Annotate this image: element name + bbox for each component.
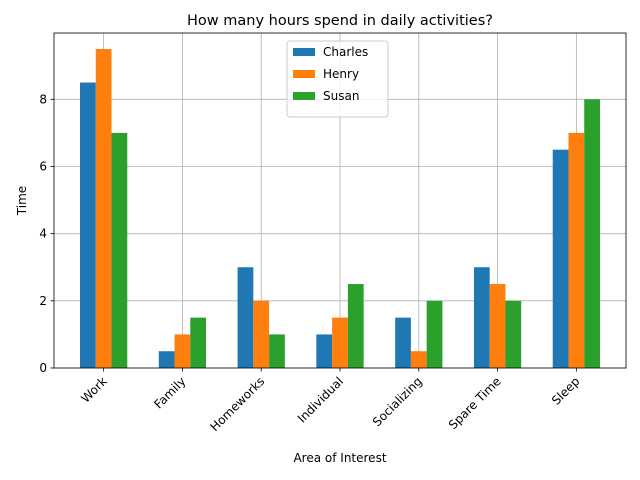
bar-susan-family bbox=[190, 317, 207, 368]
bar-susan-homeworks bbox=[269, 334, 285, 368]
y-tick-label: 6 bbox=[39, 159, 47, 173]
bar-charles-homeworks bbox=[237, 267, 254, 368]
bar-charles-socializing bbox=[395, 317, 411, 368]
x-tick-label: Sleep bbox=[549, 374, 582, 407]
bar-henry-sleep bbox=[568, 132, 585, 368]
legend-label-charles: Charles bbox=[323, 45, 368, 59]
bar-henry-individual bbox=[332, 317, 348, 368]
bar-henry-homeworks bbox=[253, 300, 270, 368]
bar-charles-family bbox=[158, 351, 175, 368]
bars bbox=[80, 48, 600, 369]
bar-henry-family bbox=[174, 334, 191, 368]
bar-susan-work bbox=[111, 132, 128, 368]
y-tick-label: 2 bbox=[39, 294, 47, 308]
x-tick-label: Spare Time bbox=[446, 374, 504, 432]
legend-label-susan: Susan bbox=[323, 89, 359, 103]
bar-charles-spare-time bbox=[473, 267, 490, 368]
bar-susan-socializing bbox=[426, 300, 443, 368]
x-tick-label: Work bbox=[78, 374, 109, 405]
legend-swatch-henry bbox=[293, 70, 315, 78]
chart-title: How many hours spend in daily activities… bbox=[187, 13, 493, 29]
legend: Charles Henry Susan bbox=[286, 40, 389, 118]
bar-charles-individual bbox=[316, 334, 333, 368]
legend-swatch-susan bbox=[293, 92, 315, 100]
bar-susan-sleep bbox=[584, 99, 600, 369]
bar-charles-work bbox=[80, 82, 96, 368]
y-axis-ticks: 0 2 4 6 8 bbox=[39, 92, 54, 375]
bar-henry-spare-time bbox=[489, 284, 506, 368]
y-axis-label: Time bbox=[15, 186, 29, 216]
bar-henry-work bbox=[95, 48, 112, 368]
x-axis-label: Area of Interest bbox=[293, 451, 386, 465]
y-tick-label: 0 bbox=[39, 361, 47, 375]
x-tick-label: Family bbox=[151, 374, 188, 411]
x-tick-label: Homeworks bbox=[207, 374, 267, 434]
x-tick-label: Individual bbox=[295, 374, 346, 425]
y-tick-label: 4 bbox=[39, 227, 47, 241]
bar-susan-individual bbox=[347, 284, 364, 368]
legend-label-henry: Henry bbox=[323, 67, 359, 81]
bar-charles-sleep bbox=[552, 149, 569, 368]
legend-swatch-charles bbox=[293, 48, 315, 56]
x-axis-ticks: Work Family Homeworks Individual Socializing… bbox=[78, 368, 582, 434]
x-tick-label: Socializing bbox=[370, 374, 425, 429]
bar-susan-spare-time bbox=[505, 300, 522, 368]
y-tick-label: 8 bbox=[39, 92, 47, 106]
bar-henry-socializing bbox=[410, 351, 427, 368]
